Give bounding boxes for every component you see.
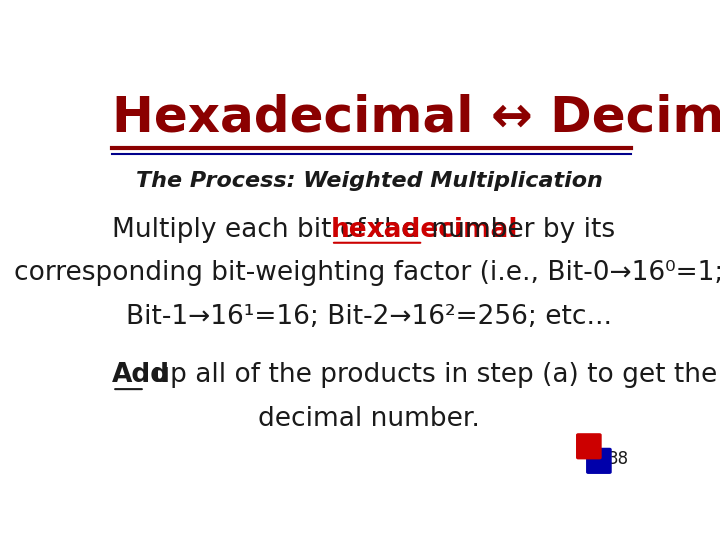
Text: number by its: number by its	[423, 217, 616, 242]
Text: corresponding bit-weighting factor (i.e., Bit-0→16⁰=1;: corresponding bit-weighting factor (i.e.…	[14, 260, 720, 286]
Text: decimal number.: decimal number.	[258, 406, 480, 432]
Text: Bit-1→16¹=16; Bit-2→16²=256; etc...: Bit-1→16¹=16; Bit-2→16²=256; etc...	[126, 304, 612, 330]
FancyBboxPatch shape	[576, 433, 602, 460]
Text: 38: 38	[608, 450, 629, 468]
Text: up all of the products in step (a) to get the: up all of the products in step (a) to ge…	[145, 362, 717, 388]
Text: Multiply each bit of the: Multiply each bit of the	[112, 217, 426, 242]
FancyBboxPatch shape	[586, 448, 612, 474]
Text: Add: Add	[112, 362, 171, 388]
Text: hexadecimal: hexadecimal	[331, 217, 518, 242]
Text: The Process: Weighted Multiplication: The Process: Weighted Multiplication	[135, 171, 603, 191]
Text: Hexadecimal ↔ Decimal Process: Hexadecimal ↔ Decimal Process	[112, 94, 720, 142]
